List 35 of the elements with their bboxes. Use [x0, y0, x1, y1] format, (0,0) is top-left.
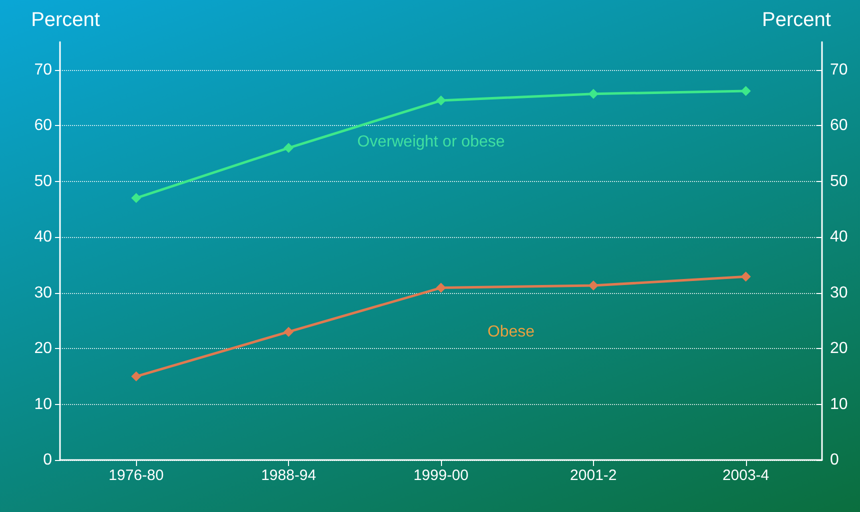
y2-tick-label: 70: [830, 61, 848, 78]
series-label: Overweight or obese: [357, 134, 505, 151]
point: [436, 282, 446, 293]
point: [131, 371, 142, 382]
y-tick-label: 0: [43, 452, 52, 468]
y-tick-label: 30: [34, 284, 52, 302]
x-tick-label: 1988-94: [261, 467, 316, 484]
text: Obese: [487, 323, 535, 340]
y-tick-label: 70: [34, 61, 52, 78]
y2-tick-label: 0: [830, 452, 839, 468]
point: [740, 272, 751, 282]
y2-tick-label: 60: [830, 117, 848, 134]
point: [588, 88, 598, 99]
point: [284, 326, 294, 337]
y2-tick-label: 40: [830, 228, 848, 246]
x-tick-label: 2001-2: [570, 467, 617, 484]
x-tick-label: 2003-4: [722, 467, 770, 484]
y-tick-label: 50: [34, 172, 52, 190]
y-tick-label: 40: [34, 228, 52, 246]
y2-tick-label: 50: [830, 172, 848, 190]
point: [436, 96, 446, 106]
y-tick-label: 20: [34, 340, 52, 358]
y2-tick-label: 30: [830, 284, 848, 302]
y2-tick-label: 20: [830, 340, 848, 358]
point: [740, 86, 751, 96]
point: [284, 142, 294, 153]
x-tick-label: 1976-80: [108, 467, 164, 484]
x-tick-label: 1999-00: [413, 467, 469, 484]
y-tick-label: 10: [34, 396, 52, 413]
y-tick-label: 60: [34, 117, 52, 134]
y2-tick-label: 10: [830, 396, 848, 413]
y2-axis-title: Percent: [762, 9, 832, 31]
point: [588, 280, 598, 291]
point: [131, 193, 142, 204]
y-axis-title: Percent: [31, 9, 100, 31]
